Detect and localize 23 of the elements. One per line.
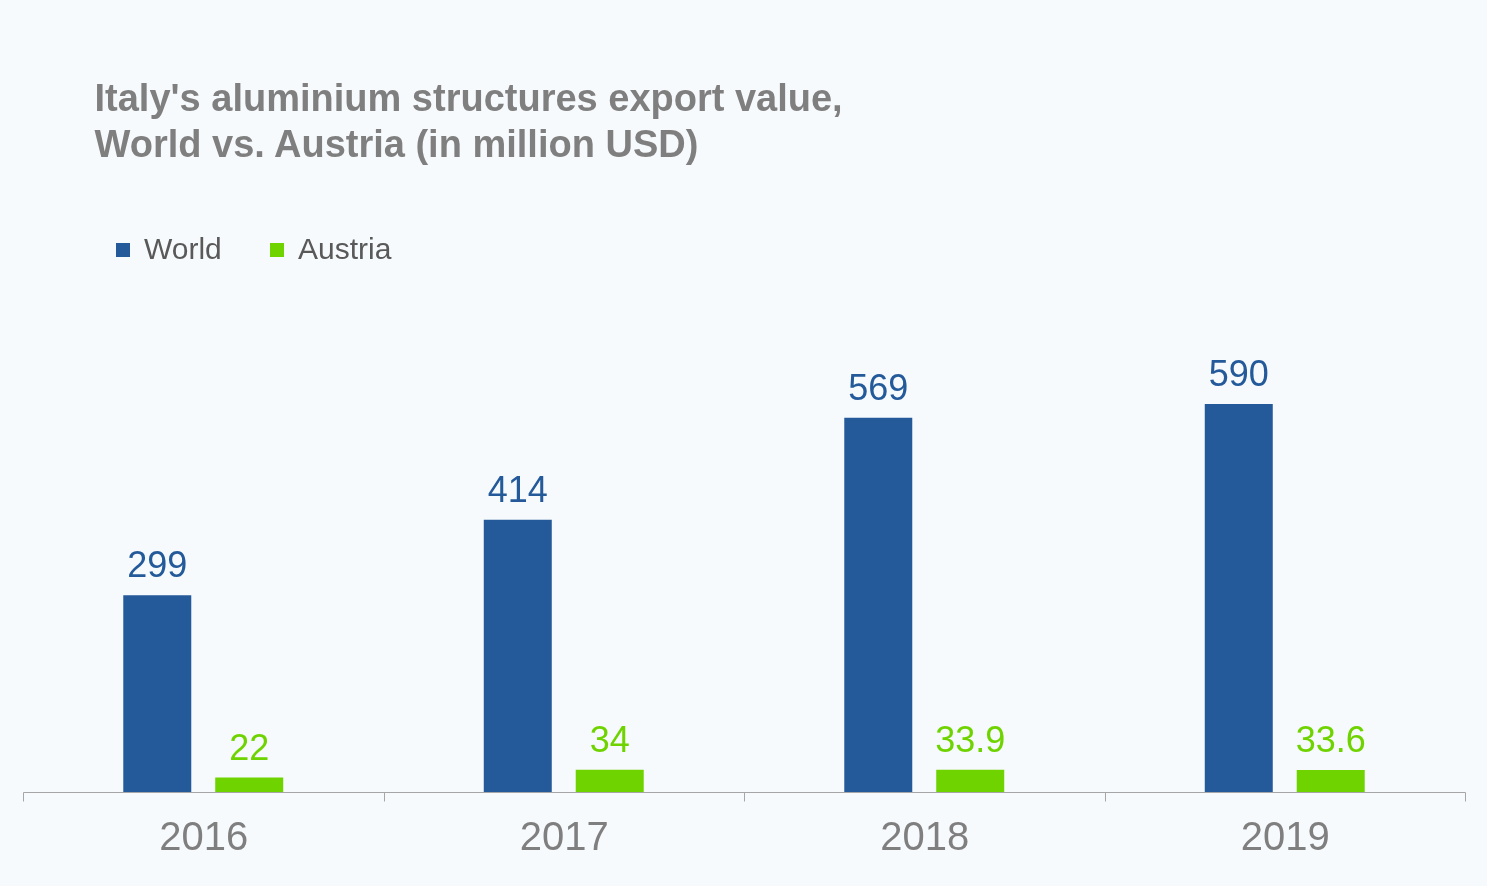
data-label: 569 (848, 366, 909, 408)
x-tick-label: 2019 (1240, 813, 1330, 858)
data-label: 414 (487, 468, 548, 510)
data-label: 33.9 (935, 718, 1006, 760)
bar (844, 417, 913, 792)
data-label: 34 (589, 718, 630, 760)
bar (215, 777, 284, 792)
data-label: 590 (1208, 353, 1269, 394)
x-tick-label: 2018 (880, 813, 970, 858)
data-label: 33.6 (1295, 718, 1366, 760)
data-label: 299 (127, 544, 188, 586)
bar (123, 595, 192, 792)
bar (1296, 769, 1365, 792)
legend-label: Austria (298, 232, 392, 265)
bar (1204, 404, 1273, 792)
chart-title: Italy's aluminium structures export value, World vs. Austria (in million USD) (94, 77, 843, 165)
legend-label: World (144, 232, 222, 265)
data-label: 22 (229, 726, 270, 768)
x-tick-label: 2017 (519, 813, 609, 858)
bar (483, 519, 552, 792)
x-tick-label: 2016 (159, 813, 249, 858)
bar (575, 769, 644, 792)
bar (936, 769, 1005, 792)
